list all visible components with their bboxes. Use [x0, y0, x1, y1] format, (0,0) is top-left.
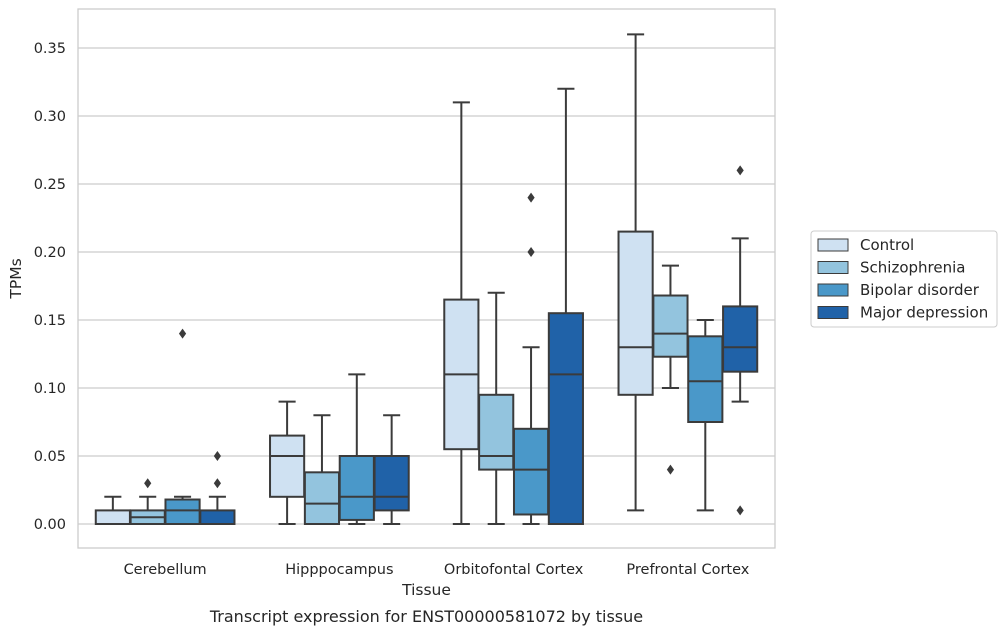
box-major-depression-prefrontal-cortex-outlier-1 — [736, 165, 744, 176]
box-control-cerebellum — [94, 495, 131, 525]
y-tick-label-0-25: 0.25 — [34, 177, 66, 193]
x-tick-label-cerebellum: Cerebellum — [124, 562, 207, 578]
box-series-group — [94, 33, 759, 526]
box-bipolar-disorder-prefrontal-cortex — [687, 319, 724, 512]
box-bipolar-disorder-orbitofontal-cortex-outlier-0 — [527, 247, 535, 257]
box-major-depression-orbitofontal-cortex — [547, 87, 584, 526]
box-schizophrenia-prefrontal-cortex-outlier-0 — [666, 464, 675, 475]
y-tick-label-0-00: 0.00 — [34, 517, 66, 533]
x-tick-label-hipppocampus: Hipppocampus — [285, 562, 393, 578]
box-bipolar-disorder-cerebellum-body — [164, 498, 201, 525]
legend: Control Schizophrenia Bipolar disorder Majo… — [810, 230, 998, 328]
x-tick-label-prefrontal-cortex: Prefrontal Cortex — [626, 562, 749, 578]
legend-item-schizophrenia: Schizophrenia — [817, 259, 965, 277]
y-tick-label-0-15: 0.15 — [34, 313, 66, 329]
y-tick-label-0-35: 0.35 — [34, 41, 66, 57]
box-major-depression-hipppocampus-body — [373, 455, 410, 512]
box-major-depression-prefrontal-cortex — [722, 165, 759, 516]
x-axis-label: Tissue — [401, 581, 451, 599]
box-schizophrenia-orbitofontal-cortex-body — [478, 393, 515, 471]
box-bipolar-disorder-cerebellum-outlier-0 — [178, 328, 187, 339]
box-bipolar-disorder-hipppocampus-body — [338, 455, 375, 521]
box-major-depression-cerebellum-outlier-0 — [213, 478, 221, 489]
legend-label-schizophrenia: Schizophrenia — [860, 259, 965, 277]
box-bipolar-disorder-cerebellum — [164, 328, 201, 525]
box-bipolar-disorder-orbitofontal-cortex-body — [512, 427, 550, 516]
plot-frame — [77, 8, 776, 549]
box-schizophrenia-prefrontal-cortex — [652, 264, 689, 475]
legend-label-control: Control — [860, 236, 914, 254]
legend-swatch-control — [817, 238, 849, 252]
box-major-depression-prefrontal-cortex-outlier-0 — [736, 505, 744, 516]
y-axis-ticks: 0.00 0.05 0.10 0.15 0.20 0.25 0.30 0.35 — [34, 41, 66, 533]
box-control-hipppocampus — [269, 400, 306, 525]
box-major-depression-cerebellum-outlier-1 — [213, 451, 221, 461]
box-schizophrenia-prefrontal-cortex-body — [652, 294, 689, 358]
series-control — [94, 33, 654, 525]
chart-caption: Transcript expression for ENST0000058107… — [209, 607, 643, 626]
box-major-depression-orbitofontal-cortex-body — [547, 312, 584, 526]
y-tick-label-0-30: 0.30 — [34, 109, 66, 125]
box-schizophrenia-cerebellum — [129, 478, 166, 525]
legend-swatch-schizophrenia — [817, 261, 849, 274]
y-tick-label-0-10: 0.10 — [34, 381, 66, 397]
legend-frame — [810, 230, 998, 328]
series-schizophrenia — [129, 264, 689, 526]
box-control-cerebellum-body — [94, 509, 131, 525]
legend-swatch-bipolar-disorder — [817, 283, 849, 297]
y-tick-label-0-05: 0.05 — [34, 449, 66, 465]
legend-item-major-depression: Major depression — [817, 304, 988, 322]
y-axis-label: TPMs — [7, 258, 25, 299]
series-major-depression — [199, 87, 759, 526]
box-control-orbitofontal-cortex — [443, 101, 480, 525]
x-axis-ticks: Cerebellum Hipppocampus Orbitofontal Corte… — [124, 562, 750, 578]
legend-swatch-major-depression — [817, 306, 849, 319]
box-bipolar-disorder-prefrontal-cortex-body — [687, 335, 724, 424]
box-major-depression-cerebellum — [199, 451, 236, 525]
legend-label-major-depression: Major depression — [860, 304, 988, 322]
box-schizophrenia-orbitofontal-cortex — [478, 291, 515, 525]
legend-label-bipolar-disorder: Bipolar disorder — [860, 281, 980, 299]
box-major-depression-prefrontal-cortex-body — [722, 305, 759, 373]
box-schizophrenia-hipppocampus-body — [303, 471, 341, 526]
box-major-depression-hipppocampus — [373, 414, 410, 525]
series-bipolar-disorder — [164, 192, 724, 525]
box-control-hipppocampus-body — [269, 434, 306, 498]
y-tick-label-0-20: 0.20 — [34, 245, 66, 261]
box-major-depression-cerebellum-body — [199, 509, 236, 525]
box-bipolar-disorder-orbitofontal-cortex-outlier-1 — [527, 192, 535, 203]
x-tick-label-orbitofontal-cortex: Orbitofontal Cortex — [444, 562, 584, 578]
box-control-prefrontal-cortex — [617, 33, 654, 512]
plot-area-background — [78, 9, 775, 548]
box-schizophrenia-cerebellum-outlier-0 — [144, 478, 152, 489]
box-bipolar-disorder-hipppocampus — [338, 373, 375, 525]
legend-item-bipolar-disorder: Bipolar disorder — [817, 281, 980, 299]
box-control-prefrontal-cortex-body — [617, 230, 654, 396]
legend-item-control: Control — [817, 236, 914, 254]
